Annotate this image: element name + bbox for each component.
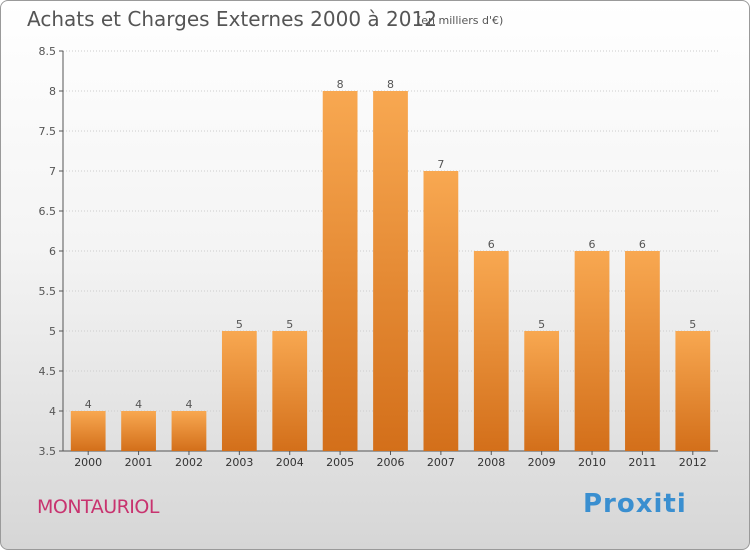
bar [574,251,610,451]
bar [423,171,459,451]
x-tick-label: 2009 [528,456,556,469]
data-label: 8 [387,78,394,91]
data-label: 6 [589,238,596,251]
x-tick-label: 2002 [175,456,203,469]
labels: 3.5 4 4.5 5 5.5 6 6.5 7 7.5 8 8.5 4 2000 4 2001 4 2002 5 2… [39,45,707,469]
data-label: 5 [538,318,545,331]
data-label: 8 [337,78,344,91]
y-tick-label: 4.5 [39,365,57,378]
data-label: 4 [135,398,142,411]
y-tick-label: 6.5 [39,205,57,218]
y-tick-label: 4 [49,405,56,418]
bar [221,331,257,451]
bar [625,251,660,451]
chart-unit-label: (en milliers d'€) [417,14,504,27]
x-tick-label: 2011 [628,456,656,469]
chart-title: Achats et Charges Externes 2000 à 2012 [27,7,437,31]
data-label: 4 [185,398,192,411]
y-tick-label: 3.5 [39,445,57,458]
bar [675,331,711,451]
x-tick-label: 2003 [225,456,253,469]
x-tick-label: 2001 [125,456,153,469]
y-tick-label: 7.5 [39,125,57,138]
data-label: 6 [488,238,495,251]
x-tick-label: 2008 [477,456,505,469]
y-tick-label: 5.5 [39,285,57,298]
x-tick-label: 2005 [326,456,354,469]
data-label: 4 [85,398,92,411]
place-name: MONTAURIOL [37,496,159,518]
bar [121,411,156,451]
bar [373,91,408,451]
bar [524,331,560,451]
bars [70,91,711,451]
data-label: 5 [286,318,293,331]
y-tick-label: 7 [49,165,56,178]
x-tick-label: 2010 [578,456,606,469]
bar [171,411,207,451]
data-label: 5 [236,318,243,331]
data-label: 6 [639,238,646,251]
x-tick-label: 2000 [74,456,102,469]
data-label: 5 [689,318,696,331]
y-tick-label: 8.5 [39,45,57,58]
bar [322,91,358,451]
x-tick-label: 2007 [427,456,455,469]
brand-logo: Proxiti [583,489,687,519]
bar [70,411,106,451]
x-tick-label: 2006 [377,456,405,469]
bar [272,331,308,451]
bar [473,251,509,451]
y-tick-label: 6 [49,245,56,258]
y-tick-label: 5 [49,325,56,338]
y-tick-label: 8 [49,85,56,98]
x-tick-label: 2004 [276,456,304,469]
data-label: 7 [437,158,444,171]
x-tick-label: 2012 [679,456,707,469]
